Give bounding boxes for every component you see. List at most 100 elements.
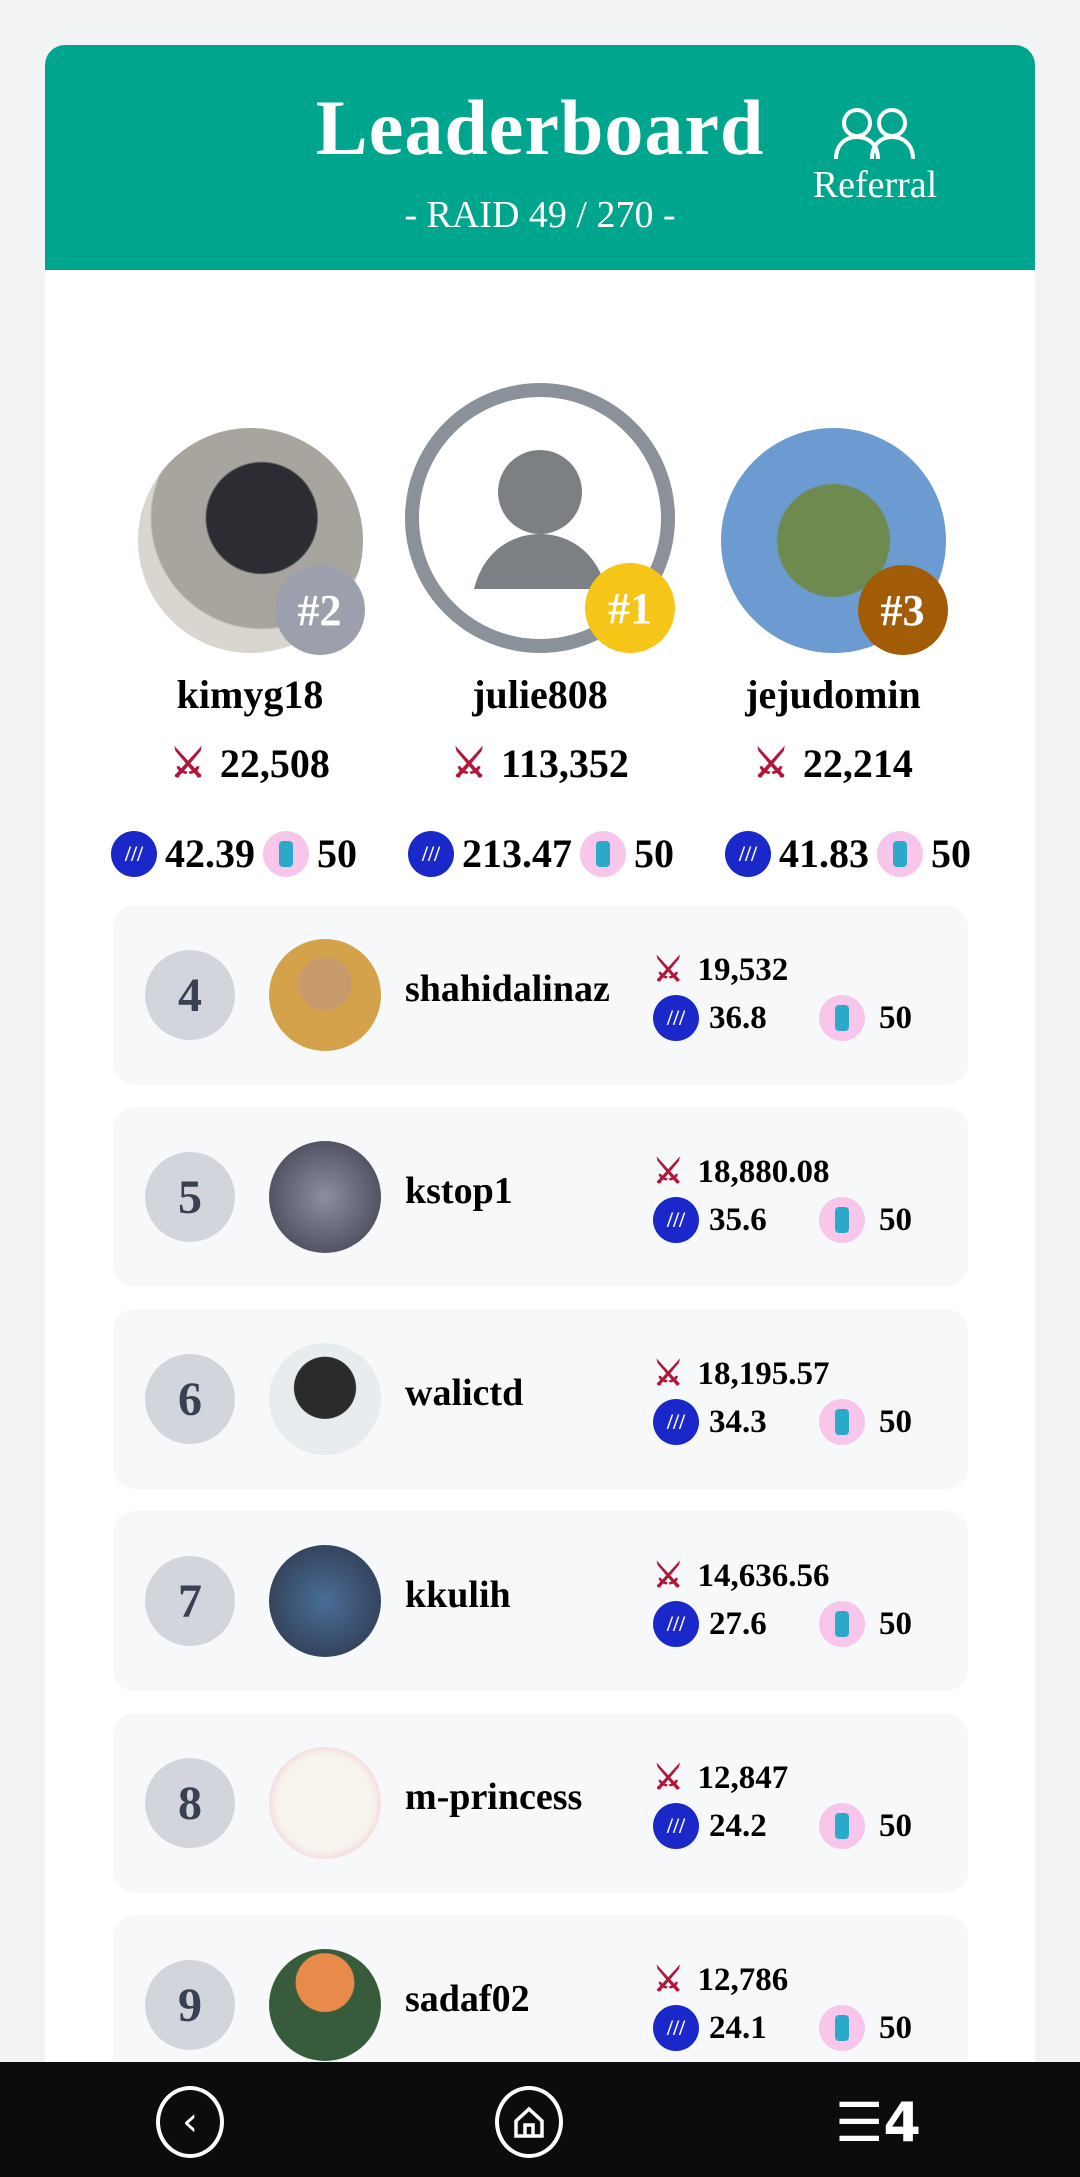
steem-icon: /// (725, 830, 771, 877)
rank-number: 6 (145, 1354, 235, 1444)
score: 18,880.08 (697, 1153, 830, 1190)
chevron-left-icon: ‹ (182, 2099, 198, 2145)
pet-icon (877, 830, 923, 877)
username: m-princess (405, 1776, 583, 1818)
username: jejudomin (745, 672, 921, 717)
crossed-swords-icon: ⚔ (753, 741, 789, 786)
steem-icon: /// (653, 1601, 699, 1647)
crossed-swords-icon: ⚔ (653, 952, 684, 989)
rank-number: 9 (145, 1960, 235, 2050)
steem-icon: /// (653, 995, 699, 1041)
podium-coins: ///42.39 50 ///213.47 50 ///41.83 50 (111, 808, 971, 877)
avatar (269, 1949, 381, 2061)
pet-count: 50 (879, 1807, 912, 1844)
referral-button[interactable]: Referral (800, 105, 950, 207)
users-icon (834, 108, 915, 160)
username: sadaf02 (405, 1978, 530, 2020)
raid-subtitle: - RAID 49 / 270 - (404, 194, 676, 236)
rank-badge: #2 (274, 565, 365, 655)
leaderboard-card: Leaderboard - RAID 49 / 270 - Referral #… (45, 45, 1035, 2145)
steem-value: 41.83 (779, 831, 869, 876)
rank-badge: #3 (857, 565, 948, 655)
podium-second[interactable]: #2 kimyg18 ⚔ 22,508 (100, 428, 400, 787)
crossed-swords-icon: ⚔ (653, 1356, 684, 1393)
score: 19,532 (697, 951, 789, 988)
score: 22,508 (219, 741, 330, 786)
stats: ⚔ 18,880.08 /// 35.6 50 (653, 1149, 953, 1245)
crossed-swords-icon: ⚔ (170, 741, 206, 786)
username: walictd (405, 1372, 524, 1414)
steem-value: 213.47 (462, 831, 572, 876)
avatar: #2 (137, 428, 365, 655)
stats: ⚔ 19,532 /// 36.8 50 (653, 947, 953, 1043)
pet-count: 50 (317, 831, 357, 876)
avatar: #3 (720, 428, 948, 655)
page-title: Leaderboard (315, 84, 765, 171)
steem-value: 34.3 (709, 1403, 767, 1440)
podium-first[interactable]: #1 julie808 ⚔ 113,352 (390, 383, 690, 787)
steem-icon: /// (653, 2005, 699, 2051)
score: 14,636.56 (697, 1557, 830, 1594)
pet-icon (263, 830, 309, 877)
crossed-swords-icon: ⚔ (653, 1962, 684, 1999)
pet-icon (819, 1601, 865, 1647)
avatar (269, 1545, 381, 1657)
avatar (269, 1141, 381, 1253)
username: shahidalinaz (405, 968, 610, 1010)
stats: ⚔ 12,786 /// 24.1 50 (653, 1957, 953, 2053)
steem-value: 24.1 (709, 2009, 767, 2046)
pet-icon (580, 830, 626, 877)
crossed-swords-icon: ⚔ (451, 741, 488, 786)
crossed-swords-icon: ⚔ (653, 1154, 684, 1191)
leaderboard-row[interactable]: 5 kstop1 ⚔ 18,880.08 /// 35.6 50 (113, 1107, 968, 1287)
stats: ⚔ 12,847 /// 24.2 50 (653, 1755, 953, 1851)
pet-count: 50 (879, 1201, 912, 1238)
crossed-swords-icon: ⚔ (653, 1558, 684, 1595)
leaderboard-row[interactable]: 8 m-princess ⚔ 12,847 /// 24.2 50 (113, 1713, 968, 1893)
username: kstop1 (405, 1170, 513, 1212)
score: 22,214 (802, 741, 913, 786)
steem-icon: /// (653, 1197, 699, 1243)
stats: ⚔ 14,636.56 /// 27.6 50 (653, 1553, 953, 1649)
rank-number: 8 (145, 1758, 235, 1848)
podium: #2 kimyg18 ⚔ 22,508 #1 julie808 ⚔ 113,352 … (45, 338, 1035, 878)
pet-count: 50 (634, 831, 674, 876)
pet-icon (819, 1399, 865, 1445)
header: Leaderboard - RAID 49 / 270 - Referral (45, 45, 1035, 270)
score: 12,847 (697, 1759, 789, 1796)
rank-number: 4 (145, 950, 235, 1040)
back-button[interactable]: ‹ (156, 2086, 224, 2158)
pet-count: 50 (879, 2009, 912, 2046)
app-label: 4 (883, 2091, 921, 2154)
pet-count: 50 (879, 1605, 912, 1642)
pet-icon (819, 995, 865, 1041)
pet-icon (819, 2005, 865, 2051)
crossed-swords-icon: ⚔ (653, 1760, 684, 1797)
username: kimyg18 (176, 672, 324, 717)
home-button[interactable] (495, 2086, 563, 2158)
pet-icon (819, 1197, 865, 1243)
username: julie808 (472, 672, 608, 717)
username: kkulih (405, 1574, 511, 1616)
steem-icon: /// (653, 1399, 699, 1445)
home-icon (514, 2106, 544, 2138)
avatar (269, 1747, 381, 1859)
avatar (269, 1343, 381, 1455)
default-user-icon (474, 450, 606, 589)
app-button[interactable]: ☰4 (835, 2096, 921, 2150)
score: 12,786 (697, 1961, 789, 1998)
leaderboard-row[interactable]: 7 kkulih ⚔ 14,636.56 /// 27.6 50 (113, 1511, 968, 1691)
score: 18,195.57 (697, 1355, 830, 1392)
avatar (269, 939, 381, 1051)
bottom-nav: ‹ ☰4 (0, 2062, 1080, 2177)
rank-number: 7 (145, 1556, 235, 1646)
steem-value: 35.6 (709, 1201, 767, 1238)
stats: ⚔ 18,195.57 /// 34.3 50 (653, 1351, 953, 1447)
leaderboard-row[interactable]: 4 shahidalinaz ⚔ 19,532 /// 36.8 50 (113, 905, 968, 1085)
pet-icon (819, 1803, 865, 1849)
avatar: #1 (405, 383, 675, 653)
leaderboard-row[interactable]: 6 walictd ⚔ 18,195.57 /// 34.3 50 (113, 1309, 968, 1489)
pet-count: 50 (879, 1403, 912, 1440)
score: 113,352 (501, 741, 629, 786)
podium-third[interactable]: #3 jejudomin ⚔ 22,214 (683, 428, 983, 787)
